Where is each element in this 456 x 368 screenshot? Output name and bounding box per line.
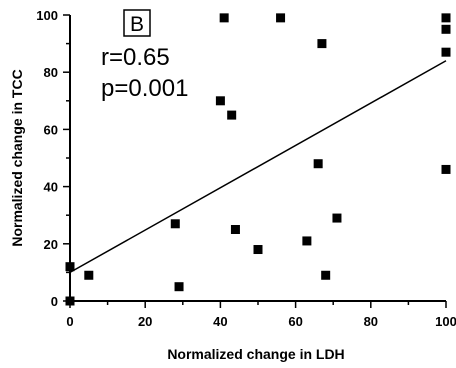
data-point — [321, 270, 331, 280]
x-tick-label: 20 — [138, 314, 152, 329]
y-tick-label: 20 — [44, 237, 58, 252]
data-point — [174, 282, 184, 292]
data-points — [65, 13, 451, 306]
x-tick-label: 40 — [213, 314, 227, 329]
y-ticks: 0 20 40 60 80 100 — [36, 8, 70, 309]
data-point — [441, 13, 451, 23]
x-tick-label: 0 — [66, 314, 73, 329]
x-tick-label: 80 — [364, 314, 378, 329]
data-point — [441, 47, 451, 57]
panel-label-frame — [123, 9, 151, 37]
y-tick-label: 60 — [44, 122, 58, 137]
regression-line — [69, 60, 447, 274]
y-tick-label: 0 — [51, 294, 58, 309]
x-tick-label: 100 — [435, 314, 456, 329]
data-point — [219, 13, 229, 23]
data-point — [317, 39, 327, 49]
y-tick-label: 80 — [44, 65, 58, 80]
data-point — [302, 236, 312, 246]
x-axis-title: Normalized change in LDH — [167, 346, 344, 362]
y-tick-label: 100 — [36, 8, 58, 23]
data-point — [215, 96, 225, 106]
data-point — [276, 13, 286, 23]
data-point — [313, 159, 323, 169]
data-point — [332, 213, 342, 223]
panel-label-box: B — [123, 9, 151, 37]
data-point — [253, 245, 263, 255]
y-tick-label: 40 — [44, 180, 58, 195]
data-point — [65, 262, 75, 272]
data-point — [230, 225, 240, 234]
data-point — [441, 24, 451, 34]
x-tick-label: 60 — [288, 314, 302, 329]
data-point — [65, 296, 75, 306]
y-axis-title: Normalized change in TCC — [9, 69, 25, 246]
correlation-annotation: r=0.65 — [101, 44, 170, 71]
p-value-annotation: p=0.001 — [101, 75, 188, 102]
data-point — [84, 270, 94, 280]
x-ticks: 0 20 40 60 80 100 — [66, 301, 456, 329]
data-point — [170, 219, 180, 229]
panel-label: B — [130, 13, 144, 36]
data-point — [227, 110, 237, 120]
data-point — [441, 164, 451, 174]
